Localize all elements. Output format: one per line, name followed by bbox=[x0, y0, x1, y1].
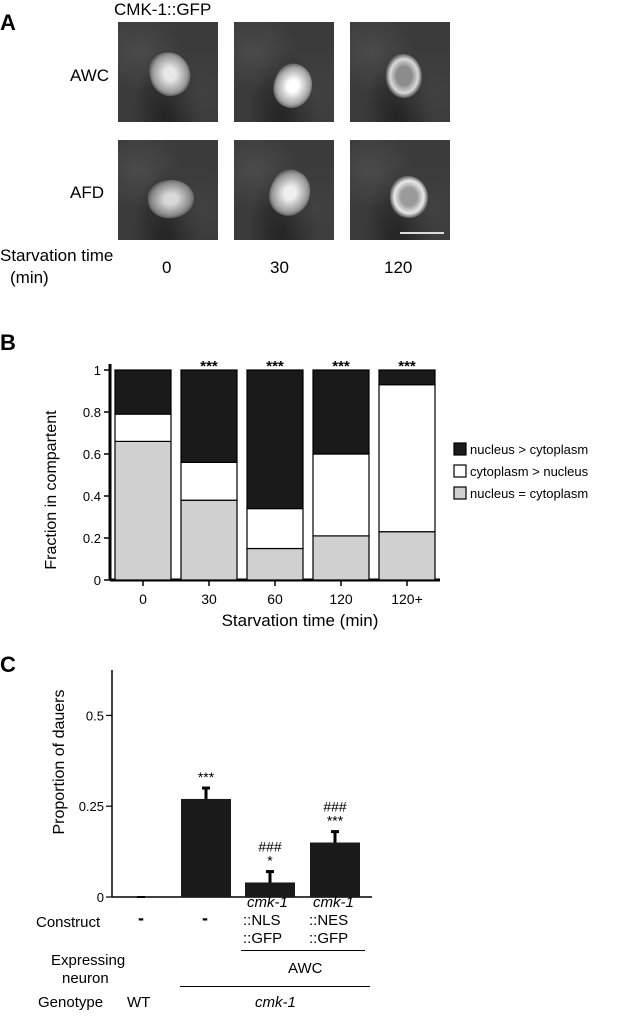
b-bar-2-series-2 bbox=[246, 369, 304, 510]
b-legend-label-2: nucleus = cytoplasm bbox=[470, 486, 588, 501]
b-bar-3-series-0 bbox=[312, 535, 370, 581]
scale-bar bbox=[400, 232, 444, 234]
c-sig-bottom-1: *** bbox=[198, 769, 215, 785]
genotype-mutant: cmk-1 bbox=[255, 994, 296, 1011]
b-ylabel: Fraction in compartent bbox=[43, 410, 60, 570]
c-bars bbox=[137, 786, 360, 898]
construct-underline bbox=[241, 950, 365, 951]
b-xtick-label-0: 0 bbox=[139, 591, 147, 607]
b-bar-2-series-0 bbox=[246, 547, 304, 581]
c-significance: ****###***### bbox=[198, 769, 347, 869]
time-label-30: 30 bbox=[270, 258, 289, 277]
construct-2-line2: ::NLS bbox=[243, 912, 281, 929]
expressing-label-2: neuron bbox=[62, 970, 109, 987]
genotype-label: Genotype bbox=[38, 994, 104, 1011]
micrograph-afd-0 bbox=[118, 140, 218, 240]
b-legend-swatch-2 bbox=[453, 486, 467, 500]
c-sig-bottom-2: * bbox=[267, 853, 273, 869]
starvation-time-label-2: (min) bbox=[10, 268, 49, 287]
expressing-label-1: Expressing bbox=[51, 952, 126, 969]
c-bar-2 bbox=[245, 882, 295, 897]
construct-2-line3: ::GFP bbox=[243, 930, 283, 947]
c-ytick-label-0: 0 bbox=[97, 890, 104, 905]
panel-c-chart: Proportion of dauers 00.250.5 ****###***… bbox=[51, 670, 372, 905]
c-ylabel: Proportion of dauers bbox=[51, 690, 68, 835]
b-legend-label-1: cytoplasm > nucleus bbox=[470, 464, 589, 479]
c-ytick-label-1: 0.25 bbox=[79, 799, 104, 814]
b-xtick-label-4: 120+ bbox=[391, 591, 423, 607]
panel-c-letter: C bbox=[0, 652, 16, 677]
b-legend-swatch-0 bbox=[453, 442, 467, 456]
b-legend: nucleus > cytoplasm cytoplasm > nucleus nu… bbox=[453, 442, 589, 501]
b-sig-4: *** bbox=[398, 358, 416, 375]
b-ticks: 0 0.2 0.4 0.6 0.8 1 0 30 60 120 120+ bbox=[83, 363, 423, 607]
expressing-value: AWC bbox=[288, 960, 323, 977]
c-bar-3 bbox=[310, 842, 360, 897]
c-sig-top-3: ### bbox=[323, 799, 347, 815]
b-xtick-label-2: 60 bbox=[267, 591, 283, 607]
c-ytick-label-2: 0.5 bbox=[86, 708, 104, 723]
b-bars bbox=[114, 369, 436, 581]
construct-1: - bbox=[202, 908, 208, 928]
b-bar-0-series-1 bbox=[114, 413, 172, 442]
b-bar-0-series-0 bbox=[114, 440, 172, 581]
construct-3-line3: ::GFP bbox=[309, 930, 349, 947]
b-sig-3: *** bbox=[332, 358, 350, 375]
b-legend-label-0: nucleus > cytoplasm bbox=[470, 442, 588, 457]
b-bar-1-series-0 bbox=[180, 499, 238, 581]
time-label-0: 0 bbox=[162, 258, 172, 277]
b-bar-4-series-1 bbox=[378, 384, 436, 533]
b-bar-1-series-1 bbox=[180, 461, 238, 501]
b-ytick-label-1: 0.2 bbox=[83, 531, 101, 546]
construct-0: - bbox=[138, 908, 144, 928]
b-bar-2-series-1 bbox=[246, 508, 304, 550]
genotype-wt: WT bbox=[127, 994, 151, 1011]
b-ytick-label-2: 0.4 bbox=[83, 489, 101, 504]
c-sig-top-2: ### bbox=[258, 839, 282, 855]
panel-b-chart: Fraction in compartent 0 0.2 0.4 0.6 0.8 1 0 30… bbox=[43, 358, 589, 630]
micrograph-awc-30 bbox=[234, 22, 334, 122]
construct-label: Construct bbox=[36, 914, 101, 931]
b-bar-4-series-2 bbox=[378, 369, 436, 386]
starvation-time-label-1: Starvation time bbox=[0, 246, 114, 265]
b-ytick-label-0: 0 bbox=[94, 573, 101, 588]
b-ytick-label-4: 0.8 bbox=[83, 405, 101, 420]
row-label-afd: AFD bbox=[70, 183, 104, 202]
c-sig-bottom-3: *** bbox=[327, 813, 344, 829]
time-label-120: 120 bbox=[384, 258, 413, 277]
b-significance: *** *** *** *** bbox=[200, 358, 416, 375]
b-bar-3-series-1 bbox=[312, 453, 370, 537]
b-ytick-label-5: 1 bbox=[94, 363, 101, 378]
micrograph-afd-120 bbox=[350, 140, 450, 240]
b-xtick-label-1: 30 bbox=[201, 591, 217, 607]
genotype-underline bbox=[180, 986, 370, 987]
micrograph-afd-30 bbox=[234, 140, 334, 240]
micrograph-awc-0 bbox=[118, 22, 218, 122]
b-bar-3-series-2 bbox=[312, 369, 370, 455]
row-label-awc: AWC bbox=[70, 66, 110, 85]
c-bar-1 bbox=[181, 798, 231, 897]
b-xtick-label-3: 120 bbox=[329, 591, 353, 607]
panel-b-letter: B bbox=[0, 330, 16, 355]
construct-3-line2: ::NES bbox=[309, 912, 349, 929]
b-legend-swatch-1 bbox=[453, 464, 467, 478]
c-axes: 0 0.25 0.5 bbox=[79, 670, 372, 905]
b-bar-4-series-0 bbox=[378, 531, 436, 581]
b-ytick-label-3: 0.6 bbox=[83, 447, 101, 462]
b-sig-1: *** bbox=[200, 358, 218, 375]
micrograph-awc-120 bbox=[350, 22, 450, 122]
construct-2-line1: cmk-1 bbox=[247, 894, 288, 911]
b-bar-1-series-2 bbox=[180, 369, 238, 464]
b-bar-0-series-2 bbox=[114, 369, 172, 415]
panel-a-title: CMK-1::GFP bbox=[114, 0, 212, 19]
construct-3-line1: cmk-1 bbox=[313, 894, 354, 911]
b-xlabel: Starvation time (min) bbox=[222, 611, 379, 630]
b-sig-2: *** bbox=[266, 358, 284, 375]
panel-a-letter: A bbox=[0, 10, 16, 35]
